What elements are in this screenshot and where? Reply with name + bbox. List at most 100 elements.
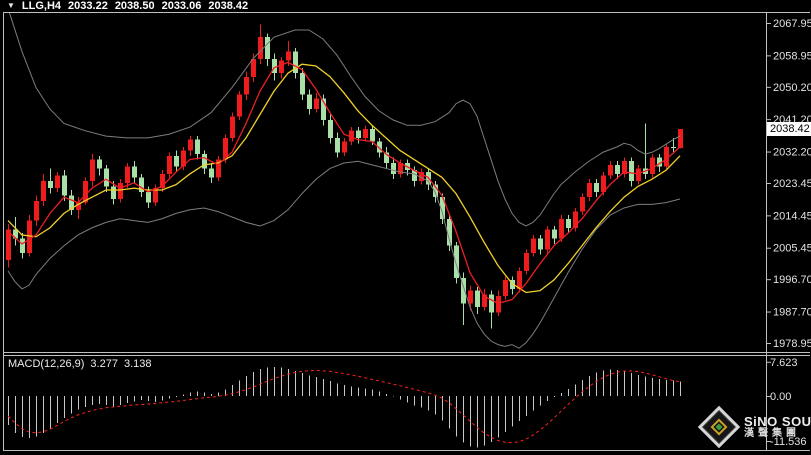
candle[interactable]	[209, 163, 214, 183]
main-price-plot[interactable]	[6, 8, 683, 349]
candle[interactable]	[111, 181, 116, 205]
candle[interactable]	[384, 146, 389, 169]
candle[interactable]	[349, 127, 354, 146]
candle[interactable]	[237, 91, 242, 120]
chart-frame	[3, 12, 810, 451]
candle[interactable]	[202, 150, 207, 174]
macd-plot[interactable]	[7, 366, 681, 448]
candle[interactable]	[265, 33, 270, 66]
candle[interactable]	[398, 159, 403, 178]
candle[interactable]	[167, 152, 172, 178]
price-axis[interactable]: 2067.952058.952050.202041.202032.202023.…	[766, 18, 811, 350]
candle[interactable]	[244, 71, 249, 101]
candle[interactable]	[258, 24, 263, 65]
candle[interactable]	[594, 179, 599, 198]
candle[interactable]	[538, 234, 543, 255]
candle[interactable]	[62, 170, 67, 201]
candle[interactable]	[300, 67, 305, 101]
candle[interactable]	[188, 136, 193, 156]
candle[interactable]	[489, 290, 494, 329]
candle[interactable]	[419, 168, 424, 185]
candle[interactable]	[356, 127, 361, 144]
candle[interactable]	[76, 197, 81, 219]
candle[interactable]	[664, 143, 669, 171]
candle[interactable]	[69, 190, 74, 216]
candle[interactable]	[13, 216, 18, 246]
candle[interactable]	[503, 276, 508, 300]
candle[interactable]	[125, 163, 130, 189]
candle[interactable]	[650, 154, 655, 178]
candle[interactable]	[559, 215, 564, 243]
candlestick-series	[6, 24, 683, 329]
candle[interactable]	[6, 224, 11, 268]
candle[interactable]	[293, 47, 298, 79]
candle[interactable]	[531, 234, 536, 257]
diamond-gold-layer	[710, 418, 728, 436]
macd-axis[interactable]: 7.623 0.00 -11.536	[766, 357, 807, 448]
candle[interactable]	[335, 132, 340, 158]
candle[interactable]	[286, 40, 291, 66]
candle[interactable]	[440, 193, 445, 225]
symbol-marker-icon: ▼	[7, 0, 15, 10]
candle[interactable]	[174, 150, 179, 173]
candle[interactable]	[426, 168, 431, 191]
candle[interactable]	[153, 184, 158, 207]
candle[interactable]	[55, 172, 60, 192]
candle[interactable]	[454, 242, 459, 284]
symbol-label: LLG,H4	[21, 0, 62, 12]
candle[interactable]	[314, 92, 319, 113]
candle[interactable]	[671, 137, 676, 153]
candle[interactable]	[342, 137, 347, 156]
candle[interactable]	[608, 161, 613, 180]
candle[interactable]	[524, 249, 529, 275]
candle[interactable]	[139, 173, 144, 198]
price-tick-label: 2067.95	[773, 18, 811, 30]
candle[interactable]	[20, 233, 25, 259]
candle[interactable]	[272, 53, 277, 81]
candle[interactable]	[615, 161, 620, 180]
candle[interactable]	[279, 56, 284, 79]
candle[interactable]	[468, 285, 473, 311]
candle[interactable]	[482, 288, 487, 311]
price-tick-label: 2058.95	[773, 50, 811, 62]
candle[interactable]	[566, 215, 571, 234]
candle[interactable]	[216, 155, 221, 182]
candle[interactable]	[181, 146, 186, 171]
candle[interactable]	[475, 287, 480, 315]
macd-main-value: 3.277	[90, 358, 118, 370]
candle[interactable]	[34, 195, 39, 226]
macd-signal-line	[7, 369, 681, 444]
candle[interactable]	[195, 136, 200, 160]
candle[interactable]	[552, 225, 557, 244]
candle[interactable]	[622, 157, 627, 178]
candle[interactable]	[321, 94, 326, 126]
candle[interactable]	[90, 154, 95, 187]
candle[interactable]	[545, 225, 550, 253]
candle[interactable]	[363, 125, 368, 142]
candle[interactable]	[48, 168, 53, 194]
candle[interactable]	[41, 173, 46, 207]
candle[interactable]	[391, 157, 396, 180]
macd-tick-label: -11.536	[770, 436, 807, 448]
candle[interactable]	[636, 164, 641, 185]
price-tick-label: 2023.45	[773, 178, 811, 190]
macd-indicator-header: MACD(12,26,9) 3.277 3.138	[8, 358, 151, 370]
candle[interactable]	[307, 89, 312, 115]
candle[interactable]	[160, 170, 165, 192]
candle[interactable]	[573, 207, 578, 232]
candle[interactable]	[104, 164, 109, 192]
candle[interactable]	[447, 215, 452, 252]
candle[interactable]	[580, 193, 585, 216]
current-price-tag: 2038.42	[767, 122, 811, 136]
candle[interactable]	[328, 114, 333, 144]
candle[interactable]	[587, 179, 592, 201]
candle[interactable]	[132, 161, 137, 183]
candle[interactable]	[97, 155, 102, 176]
candle[interactable]	[678, 128, 683, 149]
candle[interactable]	[461, 272, 466, 325]
candle[interactable]	[118, 179, 123, 203]
candle[interactable]	[629, 157, 634, 187]
candle[interactable]	[230, 112, 235, 142]
